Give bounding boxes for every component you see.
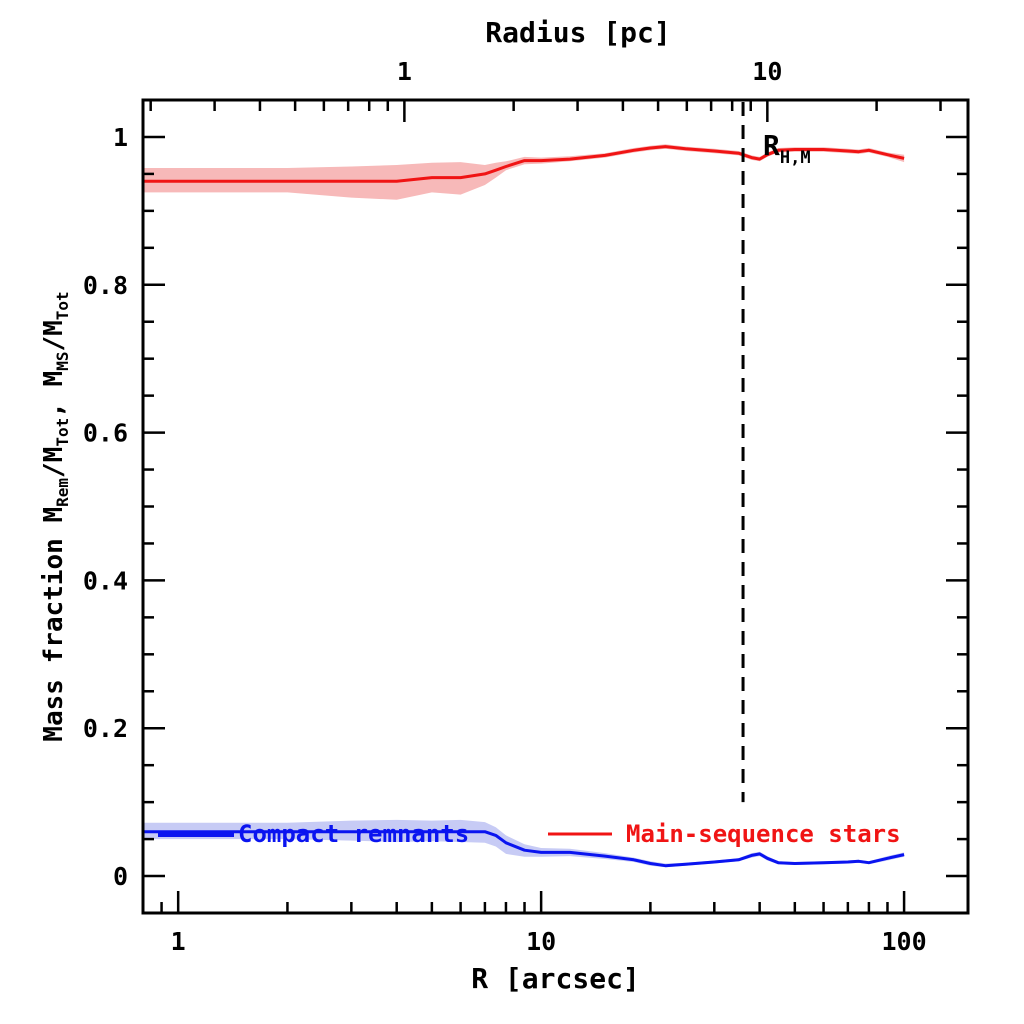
series-lines — [143, 145, 905, 868]
half-mass-radius-label-main: R — [763, 129, 780, 162]
top-tick-label: 1 — [397, 57, 412, 86]
legend-label-main-sequence-stars: Main-sequence stars — [626, 820, 901, 848]
x-tick-label: 1 — [171, 927, 186, 956]
y-axis-title-mid1: /M — [39, 447, 69, 478]
half-mass-radius-label: RH,M — [763, 129, 811, 168]
x-tick-label: 10 — [526, 927, 556, 956]
y-axis-title-sub4: Tot — [53, 291, 72, 320]
band-main-sequence-stars — [143, 144, 905, 200]
legend: Compact remnants Main-sequence stars — [158, 820, 901, 848]
y-axis-title-sub1: Rem — [53, 478, 72, 507]
y-tick-label: 0 — [113, 862, 128, 891]
y-axis-title-mid2: , M — [39, 371, 69, 418]
plot-frame — [141, 98, 970, 915]
axis-ticks — [141, 100, 968, 915]
y-axis-title-mid3: /M — [39, 320, 69, 351]
y-tick-label: 0.2 — [83, 714, 128, 743]
y-tick-label: 0.8 — [83, 271, 128, 300]
y-axis-title-sub2: Tot — [53, 418, 72, 447]
top-axis-title: Radius [pc] — [485, 16, 670, 49]
half-mass-radius-label-sub: H,M — [780, 148, 811, 168]
y-tick-label: 0.6 — [83, 419, 128, 448]
uncertainty-bands — [143, 144, 905, 868]
series-line-main-sequence-stars — [143, 145, 905, 183]
top-tick-label: 10 — [752, 57, 782, 86]
series-line-compact-remnants — [143, 830, 905, 868]
y-tick-label: 1 — [113, 123, 128, 152]
legend-label-compact-remnants: Compact remnants — [238, 820, 469, 848]
x-tick-label: 100 — [882, 927, 927, 956]
y-axis-title-sub3: MS — [53, 352, 72, 371]
y-axis-title-prefix: Mass fraction M — [39, 507, 69, 742]
y-tick-label: 0.4 — [83, 566, 128, 595]
x-axis-title: R [arcsec] — [471, 962, 640, 995]
y-axis-title: Mass fraction MRem/MTot, MMS/MTot — [39, 291, 72, 741]
